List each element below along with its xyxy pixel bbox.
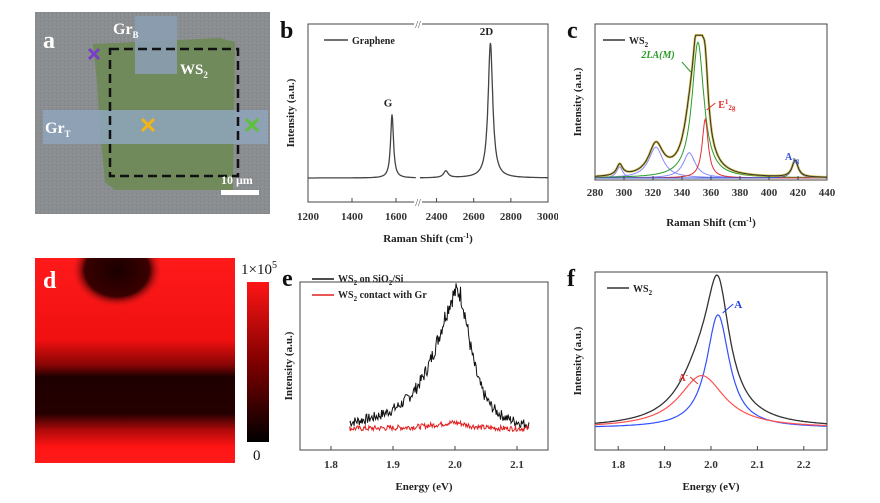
x-tick-label: 360 — [703, 187, 720, 199]
graphene-bottom-electrode — [43, 110, 268, 144]
x-tick-label: 380 — [732, 187, 749, 199]
x-tick-label: 2.2 — [797, 459, 811, 471]
annotation-a-minus-arrow — [689, 376, 699, 385]
annotation-a-minus-trion: A- — [679, 371, 689, 384]
fit-component-3 — [595, 41, 827, 179]
ws2-spectrum-line — [594, 34, 828, 178]
peak-label-2D: 2D — [480, 26, 494, 38]
x-tick-label: 1400 — [341, 211, 364, 223]
fit-component-0 — [594, 314, 827, 428]
graphene-top-electrode — [135, 16, 177, 74]
x-tick-label: 2.0 — [704, 459, 718, 471]
x-tick-label: 300 — [616, 187, 633, 199]
axis-break-bottom-gap — [414, 200, 422, 205]
panel-c-label: c — [567, 18, 578, 44]
chart-b: b // // 1200 1400 1600 2400 2600 2800 3000 G 2D Gra… — [280, 18, 560, 245]
annotation-a1g: A1g — [785, 152, 800, 165]
peak-label-G: G — [384, 98, 393, 110]
x-tick-label: 2800 — [500, 211, 523, 223]
annotation-2la: 2LA(M) — [640, 50, 674, 61]
y-axis-label: Intensity (a.u.) — [572, 67, 584, 136]
x-tick-label: 2600 — [463, 211, 486, 223]
chart-e-plot-frame — [299, 281, 549, 451]
dashed-region-box — [108, 47, 240, 178]
panel-d-label: d — [43, 268, 57, 294]
x-tick-label: 2.1 — [751, 459, 765, 471]
panel-a-image: a GrB WS2 GrT 10 μm — [35, 12, 270, 214]
pl-series-1 — [349, 419, 530, 433]
axis-break-bottom-mark: // — [415, 198, 421, 209]
x-tick-label: 1.8 — [611, 459, 625, 471]
y-axis-label: Intensity (a.u.) — [285, 78, 297, 147]
x-tick-label: 1.8 — [324, 459, 338, 471]
x-tick-label: 2.1 — [510, 459, 524, 471]
panel-c: c 280 300 320 340 360 380 400 420 440 WS2 2LA(M) E1… — [565, 10, 875, 250]
x-tick-label: 1.9 — [386, 459, 400, 471]
x-tick-label: 400 — [761, 187, 778, 199]
panel-d-map: d 1×105 0 — [35, 232, 277, 464]
legend-label-ws2: WS2 — [629, 36, 649, 49]
x-tick-label: 1600 — [385, 211, 408, 223]
x-axis-label: Raman Shift (cm-1) — [666, 216, 756, 229]
annotation-a-exciton: A — [734, 299, 742, 311]
chart-f: f 1.8 1.9 2.0 2.1 2.2 WS2 A A- Intensity (a.u.) E… — [567, 266, 828, 493]
y-axis-label: Intensity (a.u.) — [572, 326, 584, 395]
fit-component-1 — [594, 375, 827, 427]
pl-series-0 — [349, 283, 530, 430]
annotation-2la-arrow — [681, 61, 692, 73]
legend-label-contact-gr: WS2 contact with Gr — [338, 290, 427, 303]
colorbar-max-label: 1×105 — [241, 260, 277, 278]
x-tick-label: 2.0 — [448, 459, 462, 471]
scale-bar — [221, 190, 259, 195]
legend-label-on-sio2: WS2 on SiO2/Si — [338, 274, 404, 287]
colorbar-min-label: 0 — [253, 448, 261, 463]
colorbar — [247, 282, 269, 442]
graphene-spectrum-left — [308, 114, 416, 179]
ws2-label: WS2 — [180, 62, 208, 80]
graphene-spectrum-right — [419, 42, 548, 179]
gr-b-label: GrB — [113, 21, 139, 40]
axis-break-top-mark: // — [415, 20, 421, 31]
panel-d: d 1×105 0 — [35, 232, 295, 464]
annotation-e2g: E12g — [718, 98, 736, 112]
panel-f-label: f — [567, 266, 576, 292]
axis-break-top-gap — [414, 22, 422, 27]
y-axis-label: Intensity (a.u.) — [283, 331, 295, 400]
yellow-cross-marker — [140, 117, 156, 133]
legend-label-graphene: Graphene — [352, 36, 395, 47]
chart-b-plot-frame — [307, 23, 549, 203]
x-tick-label: 1.9 — [658, 459, 672, 471]
x-tick-label: 3000 — [537, 211, 558, 223]
panel-b-label: b — [280, 18, 293, 44]
x-tick-label: 320 — [645, 187, 662, 199]
x-tick-label: 340 — [674, 187, 691, 199]
ws2-pl-line — [595, 274, 827, 425]
scale-bar-label: 10 μm — [221, 173, 253, 187]
x-axis-label: Raman Shift (cm-1) — [383, 232, 473, 245]
x-tick-label: 1200 — [297, 211, 320, 223]
x-tick-label: 440 — [819, 187, 836, 199]
x-tick-label: 2400 — [426, 211, 449, 223]
panel-f: f 1.8 1.9 2.0 2.1 2.2 WS2 A A- Intensity (a.u.) E… — [565, 258, 875, 498]
x-tick-label: 280 — [587, 187, 604, 199]
panel-b: b // // 1200 1400 1600 2400 2600 2800 3000 G 2D Gra… — [278, 10, 560, 250]
panel-e: e 1.8 1.9 2.0 2.1 WS2 on SiO2/Si WS2 contact … — [278, 258, 558, 498]
panel-a: a GrB WS2 GrT 10 μm — [35, 12, 270, 214]
chart-e: e 1.8 1.9 2.0 2.1 WS2 on SiO2/Si WS2 contact … — [282, 266, 549, 493]
green-cross-marker — [244, 117, 260, 133]
x-axis-label: Energy (eV) — [682, 481, 739, 493]
x-axis-label: Energy (eV) — [395, 481, 452, 493]
annotation-a-arrow — [722, 303, 734, 314]
panel-e-label: e — [282, 266, 293, 292]
annotation-e2g-arrow — [706, 102, 716, 111]
x-tick-label: 420 — [790, 187, 807, 199]
purple-cross-marker — [87, 47, 101, 61]
gr-t-label: GrT — [45, 120, 71, 139]
legend-label-ws2: WS2 — [633, 284, 653, 297]
panel-a-label: a — [43, 28, 55, 54]
